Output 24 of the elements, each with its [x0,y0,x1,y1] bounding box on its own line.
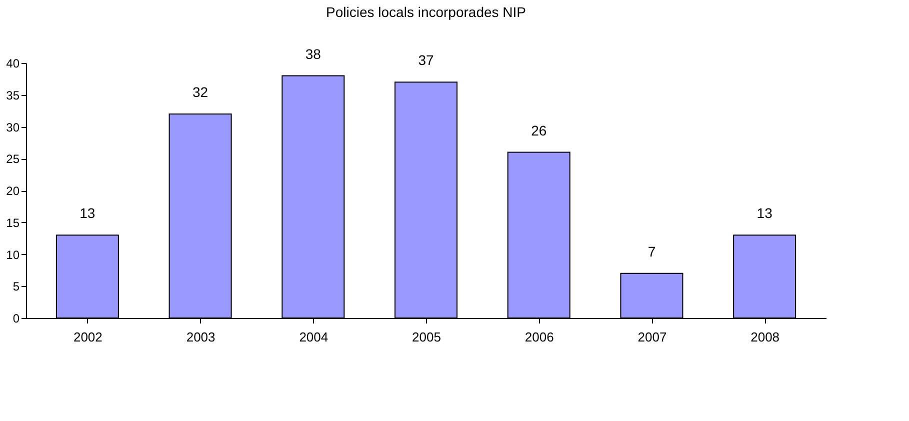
y-tick-label: 10 [6,248,20,262]
data-label: 38 [305,46,322,62]
x-tick-label: 2004 [299,330,328,344]
data-label: 13 [80,205,96,222]
x-tick-label: 2007 [638,330,667,344]
data-label: 26 [531,122,547,138]
y-tick-label: 40 [6,56,20,70]
y-tick-label: 30 [6,120,20,134]
x-tick-label: 2005 [412,330,441,344]
x-tick-label: 2006 [524,330,554,344]
data-label: 13 [756,205,773,222]
y-tick-label: 15 [6,216,20,230]
y-tick-label: 20 [6,184,20,198]
y-tick-label: 0 [12,312,20,326]
chart-title: Policies locals incorporades NIP [326,4,526,20]
y-tick-label: 5 [12,280,20,294]
x-tick-label: 2002 [73,330,102,344]
x-tick-label: 2003 [186,330,216,344]
x-tick-label: 2008 [750,330,780,344]
y-tick-label: 35 [6,88,20,102]
data-label: 32 [192,84,208,100]
data-label: 7 [648,243,656,260]
y-tick-label: 25 [6,152,20,166]
data-label: 37 [418,52,434,68]
